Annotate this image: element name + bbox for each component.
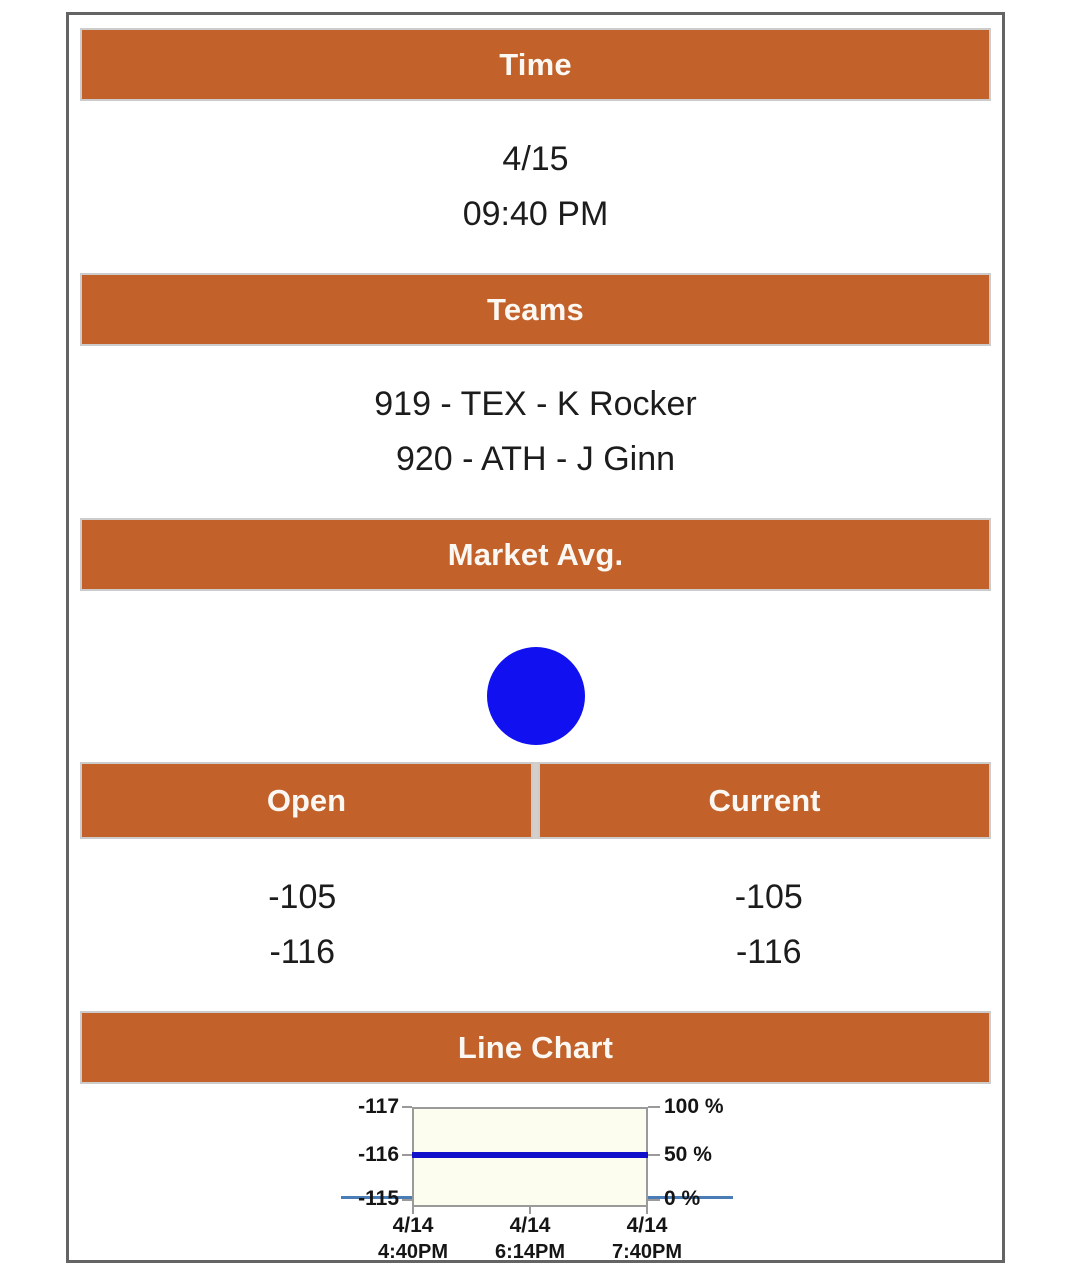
x-axis-tick: [646, 1207, 648, 1214]
current-value-away: -105: [734, 878, 803, 916]
right-axis-label: 100 %: [664, 1095, 724, 1118]
teams-header-label: Teams: [487, 291, 584, 327]
current-header: Current: [538, 762, 991, 839]
open-header-label: Open: [266, 782, 347, 818]
open-values-column: -105 -116: [69, 839, 536, 1011]
x-axis-time-label: 7:40PM: [611, 1241, 683, 1263]
left-axis-label: -115: [358, 1187, 399, 1210]
open-value-home: -116: [269, 933, 336, 971]
team-home: 920 - ATH - J Ginn: [395, 440, 676, 478]
current-values-column: -105 -116: [536, 839, 1003, 1011]
left-axis-tick: [402, 1154, 412, 1156]
teams-header: Teams: [80, 273, 991, 346]
current-value-home: -116: [735, 933, 802, 971]
current-header-label: Current: [708, 782, 821, 818]
x-axis-date-label: 4/14: [509, 1214, 551, 1237]
market-avg-header: Market Avg.: [80, 518, 991, 591]
time-section: 4/15 09:40 PM: [69, 101, 1002, 273]
right-axis-tick: [648, 1106, 660, 1108]
line-chart-header-label: Line Chart: [457, 1029, 614, 1065]
line-chart: -117 -116 -115 100 % 50 % 0 % 4/14 4/14 …: [69, 1084, 1002, 1263]
right-axis-tick: [648, 1154, 660, 1156]
x-axis-tick: [529, 1207, 531, 1214]
line-chart-header: Line Chart: [80, 1011, 991, 1084]
market-avg-section: [69, 591, 1002, 762]
x-axis-date-label: 4/14: [626, 1214, 668, 1237]
right-axis-label: 50 %: [664, 1143, 712, 1166]
team-away: 919 - TEX - K Rocker: [374, 385, 697, 423]
time-header-label: Time: [499, 46, 572, 82]
game-date: 4/15: [502, 140, 569, 178]
right-axis-tick: [648, 1199, 660, 1201]
odds-header-row: Open Current: [80, 762, 991, 839]
left-axis-label: -117: [358, 1095, 399, 1118]
left-axis-label: -116: [358, 1143, 399, 1166]
game-time: 09:40 PM: [462, 195, 609, 233]
left-axis-tick: [402, 1199, 412, 1201]
odds-series-line: [412, 1152, 648, 1158]
market-avg-indicator-circle: [486, 647, 585, 745]
right-axis-label: 0 %: [664, 1187, 701, 1210]
game-odds-panel: Time 4/15 09:40 PM Teams 919 - TEX - K R…: [66, 12, 1005, 1263]
time-header: Time: [80, 28, 991, 101]
open-value-away: -105: [268, 878, 337, 916]
open-header: Open: [80, 762, 533, 839]
x-axis-date-label: 4/14: [392, 1214, 434, 1237]
left-axis-tick: [402, 1106, 412, 1108]
x-axis-time-label: 6:14PM: [494, 1241, 566, 1263]
x-axis-time-label: 4:40PM: [377, 1241, 449, 1263]
x-axis-tick: [412, 1207, 414, 1214]
odds-header-divider: [533, 762, 538, 839]
market-avg-header-label: Market Avg.: [447, 536, 624, 572]
teams-section: 919 - TEX - K Rocker 920 - ATH - J Ginn: [69, 346, 1002, 518]
odds-values-row: -105 -116 -105 -116: [69, 839, 1002, 1011]
